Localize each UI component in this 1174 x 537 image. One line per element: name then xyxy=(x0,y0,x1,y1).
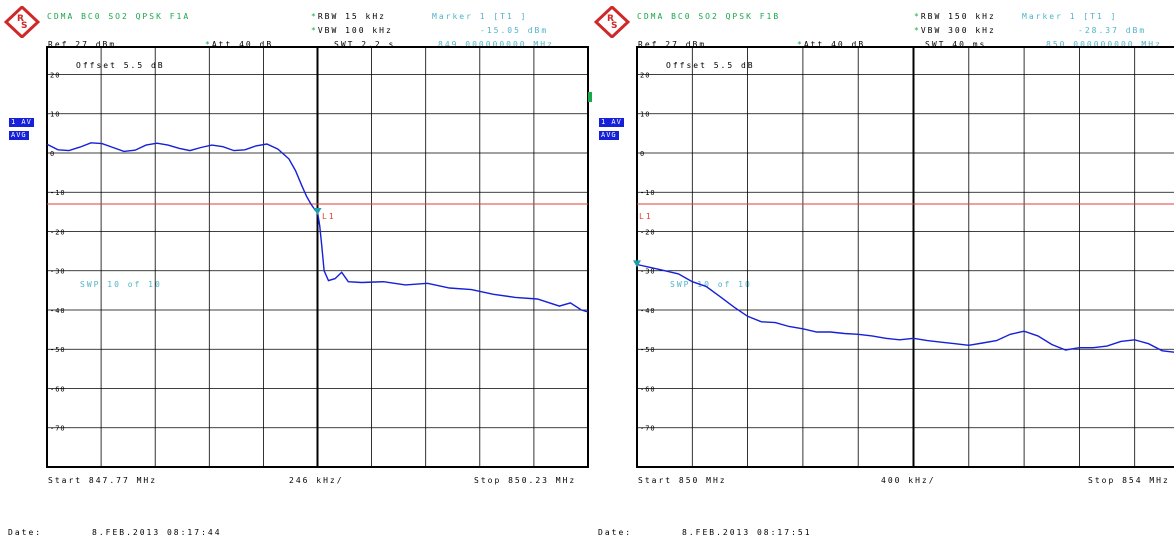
marker-label: Marker 1 [T1 ] xyxy=(432,12,528,21)
y-tick-label: -30 xyxy=(640,268,656,276)
measurement-title: CDMA BC0 SO2 QPSK F1B xyxy=(637,12,781,21)
rbw-label: RBW 150 kHz xyxy=(920,12,996,21)
span-per-division: 246 kHz/ xyxy=(289,476,344,485)
limit-line-label: L1 xyxy=(322,212,336,221)
rbw-label: RBW 15 kHz xyxy=(317,12,386,21)
y-tick-label: 0 xyxy=(50,150,55,158)
marker-triangle-icon xyxy=(633,260,641,268)
start-frequency: Start 847.77 MHz xyxy=(48,476,158,485)
marker-label: Marker 1 [T1 ] xyxy=(1022,12,1118,21)
date-value: 8.FEB.2013 08:17:44 xyxy=(92,528,222,537)
y-tick-label: -70 xyxy=(50,425,66,433)
span-per-division: 400 kHz/ xyxy=(881,476,936,485)
date-value: 8.FEB.2013 08:17:51 xyxy=(682,528,812,537)
trace-line xyxy=(46,142,589,313)
rohde-schwarz-logo-icon: R S xyxy=(594,6,630,38)
y-tick-label: -60 xyxy=(640,385,656,393)
y-tick-label: 0 xyxy=(640,150,645,158)
trace-box: 1 AV xyxy=(599,118,624,127)
y-tick-label: 10 xyxy=(50,111,60,119)
y-tick-label: -30 xyxy=(50,268,66,276)
spectrum-panel-left: R S CDMA BC0 SO2 QPSK F1A *RBW 15 kHz *V… xyxy=(4,6,592,537)
offset-label: Offset 5.5 dB xyxy=(666,61,755,70)
start-frequency: Start 850 MHz xyxy=(638,476,727,485)
limit-line-label: L1 xyxy=(639,212,653,221)
y-tick-label: -40 xyxy=(640,307,656,315)
y-tick-label: -10 xyxy=(50,189,66,197)
y-tick-label: 20 xyxy=(640,71,650,79)
sweep-count: SWP 10 of 10 xyxy=(80,280,162,289)
ref-level: Ref 27 dBm xyxy=(48,40,117,49)
offset-label: Offset 5.5 dB xyxy=(76,61,165,70)
rohde-schwarz-logo-icon: R S xyxy=(4,6,40,38)
y-tick-label: 20 xyxy=(50,71,60,79)
marker-level: -28.37 dBm xyxy=(1078,26,1147,35)
svg-text:R: R xyxy=(607,14,616,24)
vbw-label: VBW 300 kHz xyxy=(920,26,996,35)
measurement-title: CDMA BC0 SO2 QPSK F1A xyxy=(47,12,191,21)
marker-frequency: 850.000000000 MHz xyxy=(1046,40,1162,49)
vbw-label: VBW 100 kHz xyxy=(317,26,393,35)
svg-text:S: S xyxy=(21,21,29,31)
y-tick-label: -60 xyxy=(50,385,66,393)
y-tick-label: -70 xyxy=(640,425,656,433)
spectrum-plot: 20 10 0 -10 -20 -30 -40 -50 -60 -70 xyxy=(633,46,1174,468)
date-label: Date: xyxy=(598,528,633,537)
stop-frequency: Stop 854 MHz xyxy=(1088,476,1170,485)
spectrum-plot: 20 10 0 -10 -20 -30 -40 -50 -60 -70 xyxy=(46,46,589,468)
attenuation: Att 40 dB xyxy=(803,40,866,49)
marker-frequency: 849.000000000 MHz xyxy=(438,40,554,49)
trace-line xyxy=(636,263,1174,353)
y-tick-label: -40 xyxy=(50,307,66,315)
side-marker xyxy=(588,92,592,102)
trace-box: 1 AV xyxy=(9,118,34,127)
attenuation: Att 40 dB xyxy=(211,40,274,49)
plot-frame xyxy=(636,46,1174,468)
stop-frequency: Stop 850.23 MHz xyxy=(474,476,577,485)
swt-label: SWT 40 ms xyxy=(925,40,987,49)
swt-label: SWT 2.2 s xyxy=(334,40,396,49)
svg-text:R: R xyxy=(17,14,26,24)
sweep-count: SWP 10 of 10 xyxy=(670,280,752,289)
detector-box: AVG xyxy=(599,131,619,140)
date-label: Date: xyxy=(8,528,43,537)
y-tick-label: -10 xyxy=(640,189,656,197)
y-tick-label: 10 xyxy=(640,111,650,119)
detector-box: AVG xyxy=(9,131,29,140)
marker-level: -15.05 dBm xyxy=(480,26,549,35)
ref-level: Ref 27 dBm xyxy=(638,40,707,49)
spectrum-panel-right: R S CDMA BC0 SO2 QPSK F1B *RBW 150 kHz *… xyxy=(590,0,1174,537)
marker-triangle-icon xyxy=(313,208,322,216)
y-tick-label: -50 xyxy=(50,346,66,354)
svg-text:S: S xyxy=(611,21,619,31)
y-tick-label: -20 xyxy=(50,228,66,236)
y-tick-label: -50 xyxy=(640,346,656,354)
y-tick-label: -20 xyxy=(640,228,656,236)
